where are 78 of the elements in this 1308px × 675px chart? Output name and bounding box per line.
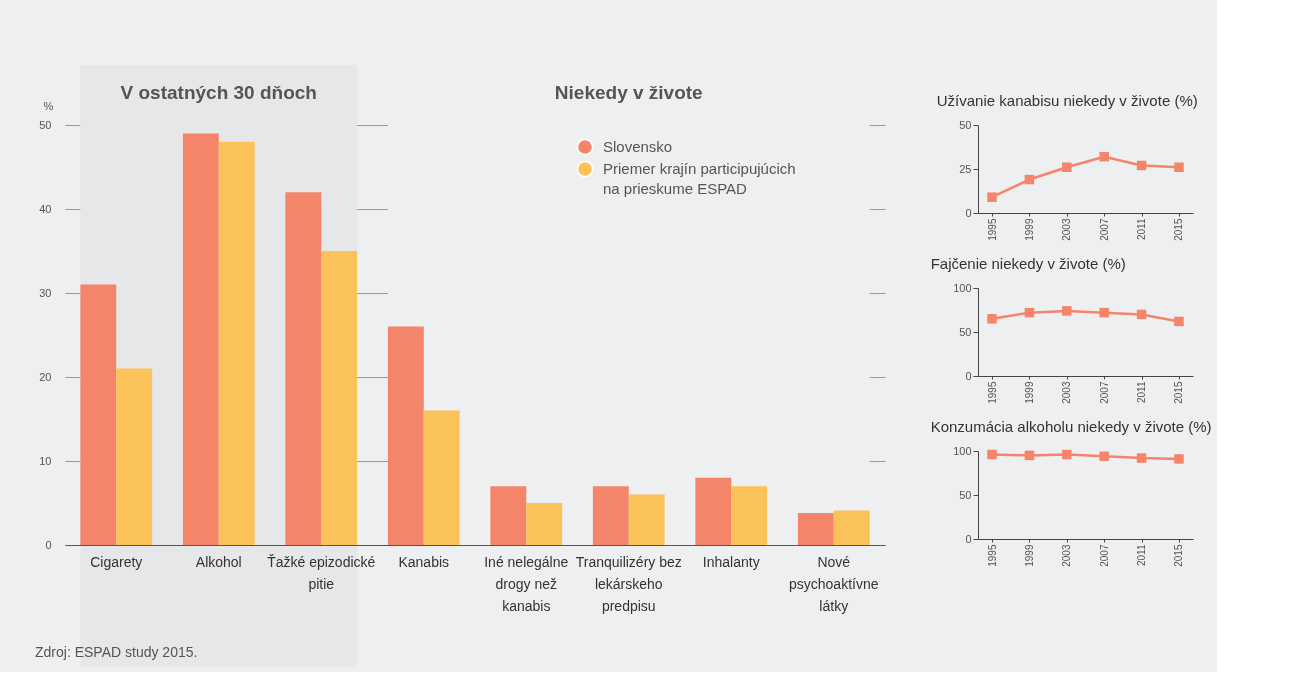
y-tick-label: 50 [959, 325, 972, 338]
y-tick-label: 100 [953, 281, 972, 294]
bar [592, 486, 629, 545]
y-tick-label: 20 [39, 370, 52, 383]
bar [116, 368, 153, 545]
bar [797, 513, 834, 545]
y-tick-label: 50 [959, 118, 972, 131]
point [1099, 307, 1109, 318]
point [1136, 309, 1147, 320]
y-tick-label: 10 [39, 454, 52, 467]
x-tick-label: 2007 [1098, 544, 1110, 567]
point [1099, 151, 1109, 162]
x-tick-label: 1995 [986, 381, 998, 404]
x-tick-label: Cigarety [90, 553, 143, 570]
y-tick-label: 0 [965, 369, 972, 382]
x-tick-label: 2007 [1098, 218, 1110, 241]
legend-label: Priemer krajín participujúcich na prieskume ESPAD [603, 160, 796, 197]
point [1024, 307, 1035, 318]
bar [387, 326, 424, 545]
text: Zdroj: ESPAD study 2015. [35, 644, 198, 660]
x-tick-label: Nové psychoaktívne látky [789, 553, 879, 614]
y-tick-label: 25 [959, 162, 972, 175]
x-tick-label: 2003 [1061, 544, 1073, 567]
y-tick-label: 50 [959, 488, 972, 501]
x-tick-label: 1999 [1023, 544, 1035, 567]
bar [695, 477, 732, 545]
chart-title: Fajčenie niekedy v živote (%) [930, 255, 1126, 272]
y-tick-label: 0 [965, 532, 972, 545]
x-tick-label: Kanabis [398, 553, 450, 570]
legend-label: Slovensko [603, 138, 673, 155]
band-label: V ostatných 30 dňoch [120, 82, 317, 103]
x-tick-label: 2007 [1098, 381, 1110, 404]
x-tick-label: 2015 [1173, 218, 1185, 241]
x-tick-label: 2003 [1061, 218, 1073, 241]
y-tick-label: 50 [39, 118, 52, 131]
x-tick-label: 2011 [1136, 544, 1148, 567]
x-tick-label: Alkohol [195, 553, 242, 570]
chart-title: Konzumácia alkoholu niekedy v živote (%) [930, 418, 1212, 435]
x-tick-label: 2015 [1173, 544, 1185, 567]
bar [80, 284, 117, 545]
band-label: Niekedy v živote [554, 82, 703, 103]
x-tick-label: Inhalanty [702, 553, 760, 570]
bar [321, 251, 358, 545]
bar [218, 141, 255, 545]
x-tick-label: 1995 [986, 544, 998, 567]
bar [833, 510, 870, 545]
bar [285, 192, 322, 545]
point [1136, 160, 1147, 171]
x-tick-label: 2011 [1136, 218, 1148, 241]
chart-title: Užívanie kanabisu niekedy v živote (%) [936, 92, 1198, 109]
bar [628, 494, 665, 545]
bar [182, 133, 219, 545]
x-tick-label: 1999 [1023, 218, 1035, 241]
point [1174, 316, 1184, 327]
bar [526, 503, 563, 545]
x-tick-label: 2003 [1061, 381, 1073, 404]
x-tick-label: Ťažké epizodické pitie [267, 553, 376, 592]
y-tick-label: 100 [953, 444, 972, 457]
point [1062, 306, 1072, 316]
x-tick-label: 1999 [1023, 381, 1035, 404]
x-tick-label: 2015 [1173, 381, 1185, 404]
y-tick-label: 40 [39, 202, 52, 215]
x-tick-label: 2011 [1136, 381, 1148, 404]
point [1024, 174, 1035, 185]
bar [490, 486, 527, 545]
y-tick-label: 30 [39, 286, 52, 299]
y-tick-label: 0 [965, 206, 972, 219]
x-tick-label: Tranquilizéry bez lekárskeho predpisu [575, 553, 682, 614]
point [987, 314, 997, 324]
y-tick-label: 0 [45, 538, 52, 551]
y-axis-title: % [43, 99, 54, 112]
point [1062, 162, 1072, 172]
point [1174, 162, 1184, 172]
x-tick-label: 1995 [986, 218, 998, 241]
bar [731, 486, 768, 545]
point [987, 192, 997, 202]
bar [423, 410, 460, 545]
x-tick-label: Iné nelegálne drogy než kanabis [484, 553, 569, 614]
